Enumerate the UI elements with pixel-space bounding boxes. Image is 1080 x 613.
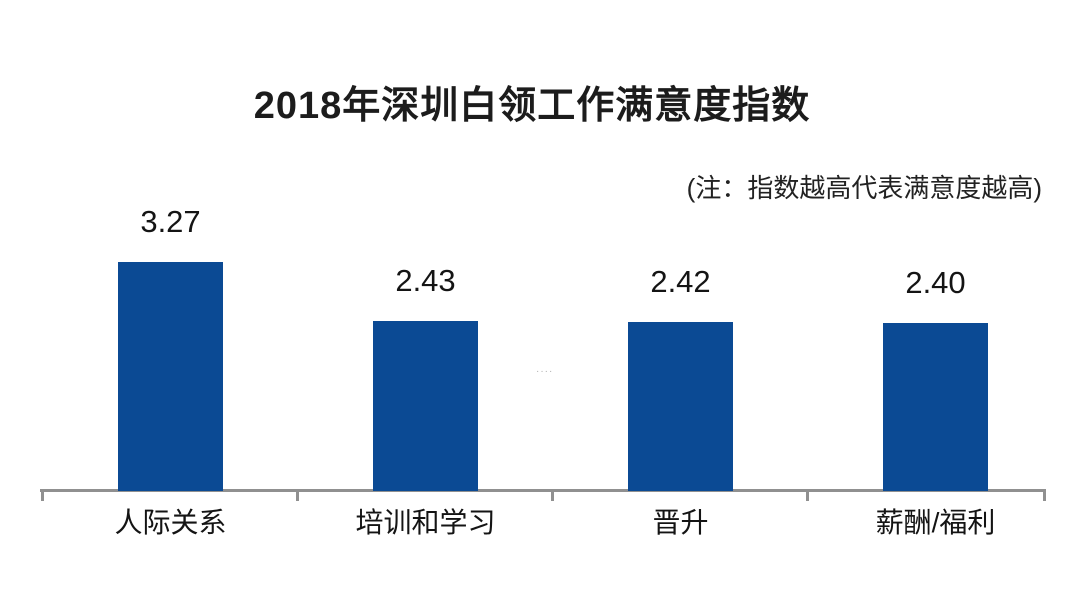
x-axis-label: 晋升 xyxy=(652,507,709,538)
bar-value-label: 3.27 xyxy=(140,204,201,239)
chart-note: (注：指数越高代表满意度越高) xyxy=(686,173,1042,203)
bar-value-label: 2.40 xyxy=(905,265,966,300)
chart-title: 2018年深圳白领工作满意度指数 xyxy=(253,85,811,127)
bar-1 xyxy=(373,321,478,491)
x-axis-line xyxy=(40,489,1046,492)
bar-0 xyxy=(118,262,223,491)
x-axis-tick xyxy=(1043,489,1046,501)
x-axis-label: 人际关系 xyxy=(114,507,227,538)
x-axis-label: 培训和学习 xyxy=(355,507,496,538)
x-axis-tick xyxy=(41,489,44,501)
x-axis-tick xyxy=(551,489,554,501)
x-axis-label: 薪酬/福利 xyxy=(875,507,996,538)
bar-2 xyxy=(628,322,733,491)
bar-value-label: 2.43 xyxy=(395,263,456,298)
bar-3 xyxy=(883,323,988,491)
watermark-mark: ···· xyxy=(536,366,554,377)
x-axis-tick xyxy=(296,489,299,501)
bar-value-label: 2.42 xyxy=(650,264,711,299)
x-axis-tick xyxy=(806,489,809,501)
